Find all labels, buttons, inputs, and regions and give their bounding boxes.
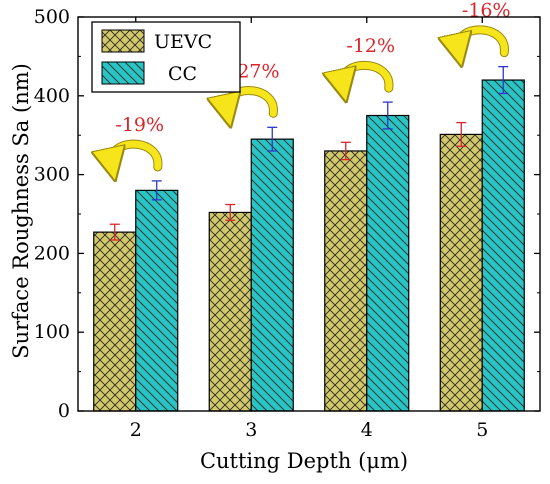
reduction-label-3: -27% (231, 60, 280, 82)
bar-uevc-3 (208, 211, 252, 412)
x-tick-label-3: 5 (476, 419, 488, 441)
y-tick-label-1: 100 (34, 321, 70, 343)
bar-cc-4 (366, 114, 410, 412)
y-tick-label-3: 300 (34, 164, 70, 186)
legend-label-uevc: UEVC (154, 31, 212, 53)
reduction-arrow-4 (342, 61, 393, 88)
bar-uevc-5 (439, 133, 483, 412)
legend-swatch-cc (101, 61, 145, 85)
legend: UEVC CC (91, 21, 241, 93)
reduction-label-5: -16% (462, 0, 511, 22)
reduction-label-2: -19% (115, 114, 164, 136)
legend-label-cc: CC (168, 63, 197, 85)
y-tick-label-2: 200 (34, 242, 70, 264)
bar-cc-5 (481, 79, 525, 412)
bar-uevc-4 (324, 150, 368, 412)
bar-cc-2 (135, 189, 179, 412)
reduction-label-4: -12% (346, 35, 395, 57)
x-tick-label-1: 3 (245, 419, 257, 441)
y-axis-title: Surface Roughness Sa (nm) (9, 63, 33, 359)
reduction-arrow-5 (458, 26, 508, 53)
y-tick-label-5: 500 (34, 6, 70, 28)
reduction-arrow-3 (227, 87, 277, 114)
reduction-arrow-2 (111, 140, 162, 167)
plot-frame (77, 16, 541, 412)
y-tick-label-4: 400 (34, 85, 70, 107)
x-axis-title: Cutting Depth (μm) (200, 449, 408, 473)
legend-swatch-uevc (101, 29, 145, 53)
plot-area: 0 100 200 300 400 500 2 -19% 3 -27% 4 -12% 5 -16% (34, 0, 541, 441)
x-tick-label-2: 4 (361, 419, 373, 441)
y-tick-label-0: 0 (58, 400, 70, 422)
x-tick-label-0: 2 (130, 419, 142, 441)
bar-cc-3 (250, 138, 294, 412)
bar-uevc-2 (93, 231, 137, 412)
